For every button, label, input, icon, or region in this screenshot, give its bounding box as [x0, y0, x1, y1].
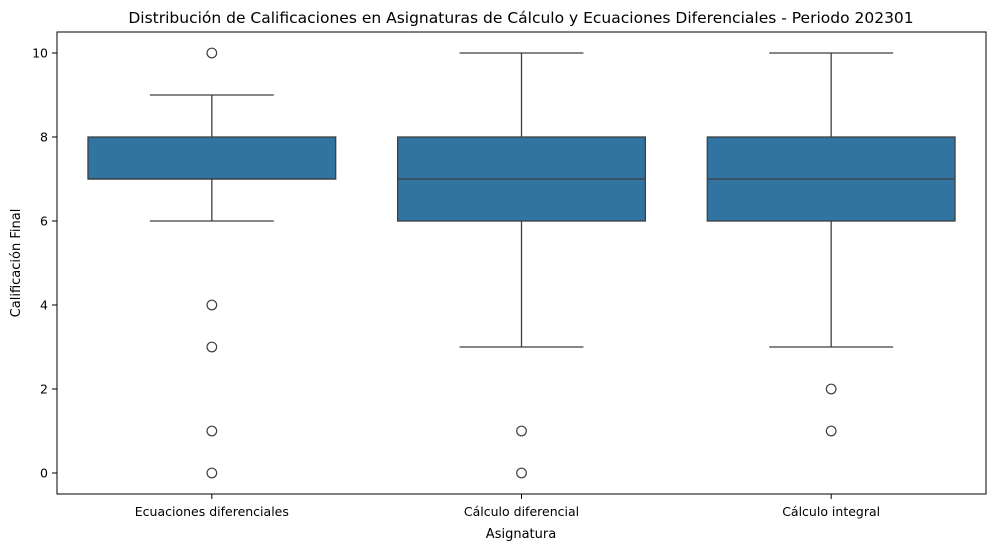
- axes: 0 2 4 6 8 10 Ecuaciones diferenciales Cálculo d…: [32, 31, 987, 519]
- box: [87, 136, 337, 180]
- box-group: [87, 47, 337, 479]
- x-axis-label: Asignatura: [486, 527, 556, 542]
- y-axis-label: Calificación Final: [9, 209, 24, 318]
- y-tick-label: 10: [32, 46, 48, 61]
- outlier-point: [825, 425, 837, 437]
- y-tick-label: 2: [40, 382, 48, 397]
- outlier-point: [516, 425, 527, 437]
- chart-title: Distribución de Calificaciones en Asigna…: [128, 9, 913, 27]
- outlier-point: [825, 383, 837, 395]
- plot-area: [87, 47, 956, 479]
- outlier-point: [206, 299, 218, 311]
- outlier-point: [206, 47, 218, 59]
- y-tick-label: 0: [40, 466, 48, 481]
- box-group: [706, 52, 956, 437]
- y-tick-label: 6: [40, 214, 48, 229]
- x-tick-label: Ecuaciones diferenciales: [135, 504, 289, 519]
- outlier-point: [206, 425, 218, 437]
- outlier-point: [206, 341, 218, 353]
- y-tick-label: 4: [40, 298, 48, 313]
- outlier-point: [516, 467, 527, 479]
- y-tick-label: 8: [40, 130, 48, 145]
- x-tick-label: Cálculo integral: [782, 504, 880, 519]
- outlier-point: [206, 467, 218, 479]
- box-group: [396, 52, 647, 479]
- x-tick-label: Cálculo diferencial: [464, 504, 579, 519]
